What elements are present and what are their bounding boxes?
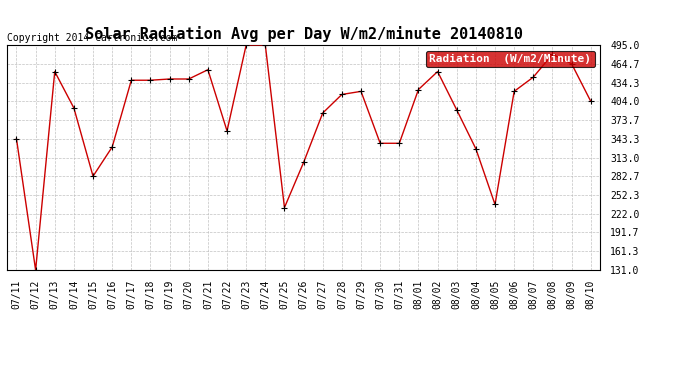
Text: Copyright 2014 Cartronics.com: Copyright 2014 Cartronics.com (7, 33, 177, 43)
Legend: Radiation  (W/m2/Minute): Radiation (W/m2/Minute) (426, 51, 595, 67)
Title: Solar Radiation Avg per Day W/m2/minute 20140810: Solar Radiation Avg per Day W/m2/minute … (85, 27, 522, 42)
